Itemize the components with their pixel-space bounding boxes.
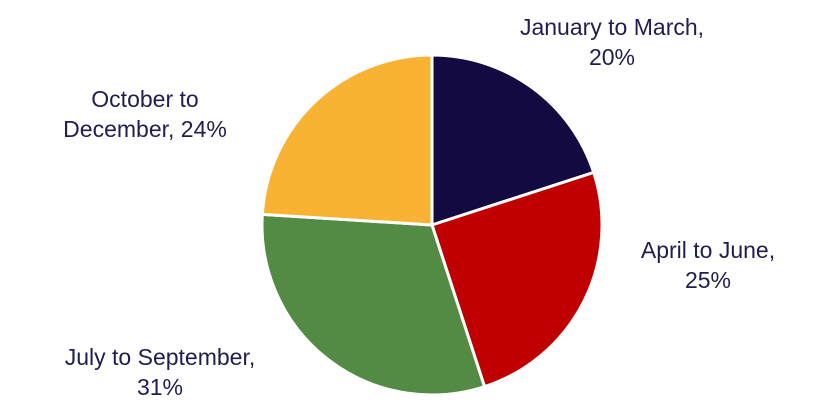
slice-label-line: October to <box>91 86 198 112</box>
slice-label-april-to-june: April to June, 25% <box>641 237 775 293</box>
slice-label-line: December, 24% <box>63 116 227 142</box>
slice-label-line: 20% <box>589 44 635 70</box>
slice-label-line: January to March, <box>520 14 704 40</box>
pie-slices <box>260 53 604 397</box>
pie-slice-october-to-december <box>260 53 434 227</box>
slice-label-july-to-september: July to September, 31% <box>65 344 256 400</box>
slice-label-line: 31% <box>137 374 183 400</box>
slice-label-line: April to June, <box>641 237 775 263</box>
pie-slice-april-to-june <box>430 170 604 389</box>
slice-label-october-to-december: October to December, 24% <box>63 86 227 142</box>
pie-labels: January to March, 20% April to June, 25% Jul… <box>63 14 775 400</box>
pie-slice-january-to-march <box>430 53 596 228</box>
slice-label-line: 25% <box>685 267 731 293</box>
slice-label-line: July to September, <box>65 344 256 370</box>
pie-slice-july-to-september <box>260 212 487 397</box>
slice-label-january-to-march: January to March, 20% <box>520 14 704 70</box>
